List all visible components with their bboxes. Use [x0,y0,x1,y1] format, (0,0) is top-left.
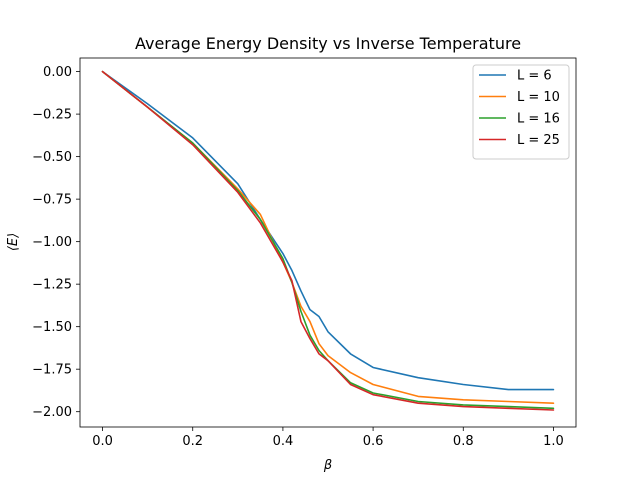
y-axis-label: ⟨E⟩ [6,233,21,251]
x-axis-label: β [323,458,332,473]
series-layer [101,70,555,411]
y-tick-label: −2.00 [32,405,72,420]
y-tick-label: −1.50 [32,320,72,335]
x-axis: 0.0 0.2 0.4 0.6 0.8 1.0 [92,427,564,449]
y-axis: 0.00 −0.25 −0.50 −0.75 −1.00 −1.25 −1.50 −1.75 −… [32,65,80,420]
x-tick-label: 0.2 [182,434,203,449]
y-tick-label: −0.75 [32,193,72,208]
y-tick-label: 0.00 [43,65,72,80]
series-line-1 [101,70,555,391]
chart-title: Average Energy Density vs Inverse Temper… [135,34,521,53]
series-line-4 [101,70,555,411]
y-tick-label: −1.00 [32,235,72,250]
x-tick-label: 0.8 [453,434,474,449]
legend-label-4: L = 25 [517,133,560,148]
x-tick-label: 1.0 [543,434,564,449]
y-tick-label: −1.75 [32,363,72,378]
y-tick-label: −1.25 [32,278,72,293]
x-tick-label: 0.0 [92,434,113,449]
legend: L = 6 L = 10 L = 16 L = 25 [472,64,570,160]
x-tick-label: 0.4 [273,434,294,449]
y-tick-label: −0.25 [32,108,72,123]
legend-box [472,64,570,160]
series-line-3 [101,70,555,410]
legend-label-1: L = 6 [517,69,552,84]
x-tick-label: 0.6 [363,434,384,449]
legend-label-3: L = 16 [517,112,560,127]
legend-label-2: L = 10 [517,90,560,105]
plot-frame [79,57,577,428]
y-tick-label: −0.50 [32,150,72,165]
